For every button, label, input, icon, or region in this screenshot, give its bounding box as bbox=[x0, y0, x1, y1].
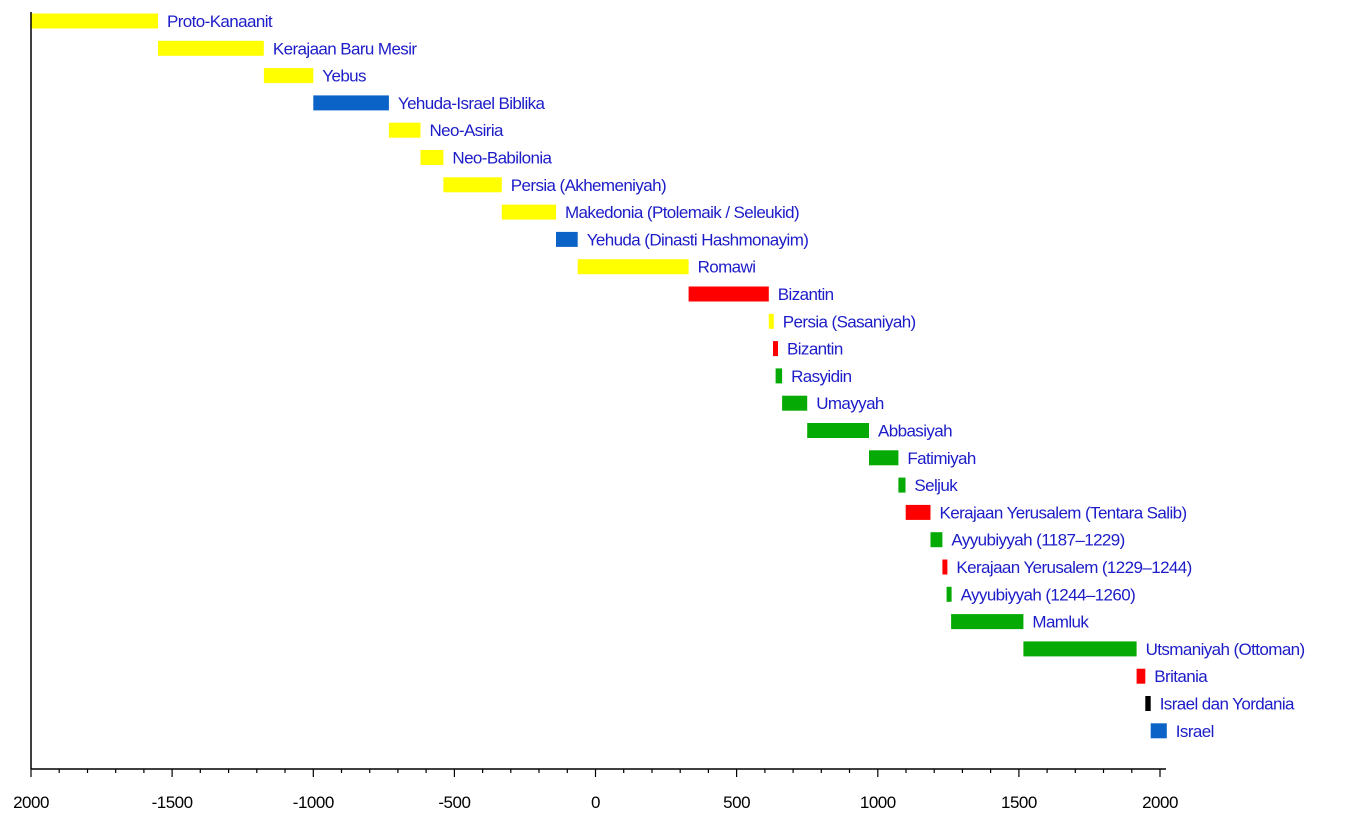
bar-21 bbox=[946, 586, 952, 602]
bar-label: Makedonia (Ptolemaik / Seleukid) bbox=[565, 203, 799, 222]
bar-label: Israel bbox=[1176, 722, 1214, 741]
bar-5 bbox=[420, 150, 444, 165]
bar-label: Israel dan Yordania bbox=[1160, 695, 1295, 714]
bar-label: Yehuda (Dinasti Hashmonayim) bbox=[587, 230, 809, 249]
bar-6 bbox=[443, 177, 502, 193]
bar-3 bbox=[313, 95, 389, 111]
bar-18 bbox=[905, 504, 931, 520]
bar-label: Utsmaniyah (Ottoman) bbox=[1146, 640, 1305, 659]
bar-label: Proto-Kanaanit bbox=[167, 12, 273, 31]
bar-0 bbox=[31, 13, 158, 29]
bar-14 bbox=[782, 395, 808, 411]
bar-19 bbox=[930, 532, 943, 548]
bar-label: Kerajaan Yerusalem (Tentara Salib) bbox=[940, 503, 1187, 522]
bar-label: Seljuk bbox=[914, 476, 958, 495]
bar-16 bbox=[869, 450, 899, 466]
x-tick-label: 2000 bbox=[1142, 793, 1178, 812]
bar-9 bbox=[577, 259, 689, 275]
x-tick-label: 500 bbox=[723, 793, 750, 812]
bar-label: Ayyubiyyah (1244–1260) bbox=[961, 585, 1136, 604]
bars-layer bbox=[31, 13, 1167, 739]
x-tick-label: 2000 bbox=[13, 793, 49, 812]
bar-17 bbox=[898, 477, 906, 493]
bar-label: Neo-Asiria bbox=[430, 121, 505, 140]
bar-label: Fatimiyah bbox=[907, 449, 975, 468]
x-axis: 2000 -1500 -1000 -500 0 500 1000 1500 2000 bbox=[13, 12, 1178, 812]
bar-25 bbox=[1145, 696, 1151, 711]
bar-1 bbox=[158, 40, 264, 56]
x-tick-label: 1500 bbox=[1001, 793, 1037, 812]
bar-label: Romawi bbox=[698, 258, 756, 277]
bar-2 bbox=[263, 68, 314, 84]
bar-label: Kerajaan Yerusalem (1229–1244) bbox=[956, 558, 1191, 577]
x-tick-label: 1000 bbox=[860, 793, 896, 812]
bar-13 bbox=[775, 368, 783, 384]
x-tick-label: -1500 bbox=[152, 793, 193, 812]
bar-4 bbox=[388, 122, 421, 138]
bar-label: Rasyidin bbox=[791, 367, 852, 386]
bar-label: Kerajaan Baru Mesir bbox=[273, 39, 417, 58]
bar-label: Mamluk bbox=[1032, 613, 1089, 632]
bar-label: Britania bbox=[1154, 667, 1208, 686]
bar-23 bbox=[1023, 641, 1137, 657]
bar-label: Neo-Babilonia bbox=[452, 149, 552, 168]
x-tick-label: -1000 bbox=[293, 793, 334, 812]
bar-label: Umayyah bbox=[816, 394, 884, 413]
bar-22 bbox=[951, 614, 1024, 630]
bar-8 bbox=[556, 231, 578, 247]
bar-7 bbox=[501, 204, 556, 220]
bar-label: Yehuda-Israel Biblika bbox=[398, 94, 546, 113]
x-tick-label: 0 bbox=[591, 793, 600, 812]
bar-24 bbox=[1136, 668, 1146, 684]
bar-15 bbox=[807, 423, 869, 438]
bar-label: Persia (Sasaniyah) bbox=[783, 312, 916, 331]
bar-label: Bizantin bbox=[787, 340, 843, 359]
bar-label: Yebus bbox=[322, 67, 366, 86]
bar-10 bbox=[688, 286, 769, 302]
bar-20 bbox=[942, 559, 948, 575]
bar-26 bbox=[1150, 723, 1167, 739]
bar-label: Abbasiyah bbox=[878, 422, 952, 441]
bar-12 bbox=[773, 341, 778, 357]
bar-11 bbox=[768, 313, 774, 329]
x-tick-label: -500 bbox=[438, 793, 470, 812]
bar-label: Ayyubiyyah (1187–1229) bbox=[951, 531, 1124, 550]
bar-label: Persia (Akhemeniyah) bbox=[511, 176, 666, 195]
bar-label: Bizantin bbox=[778, 285, 834, 304]
